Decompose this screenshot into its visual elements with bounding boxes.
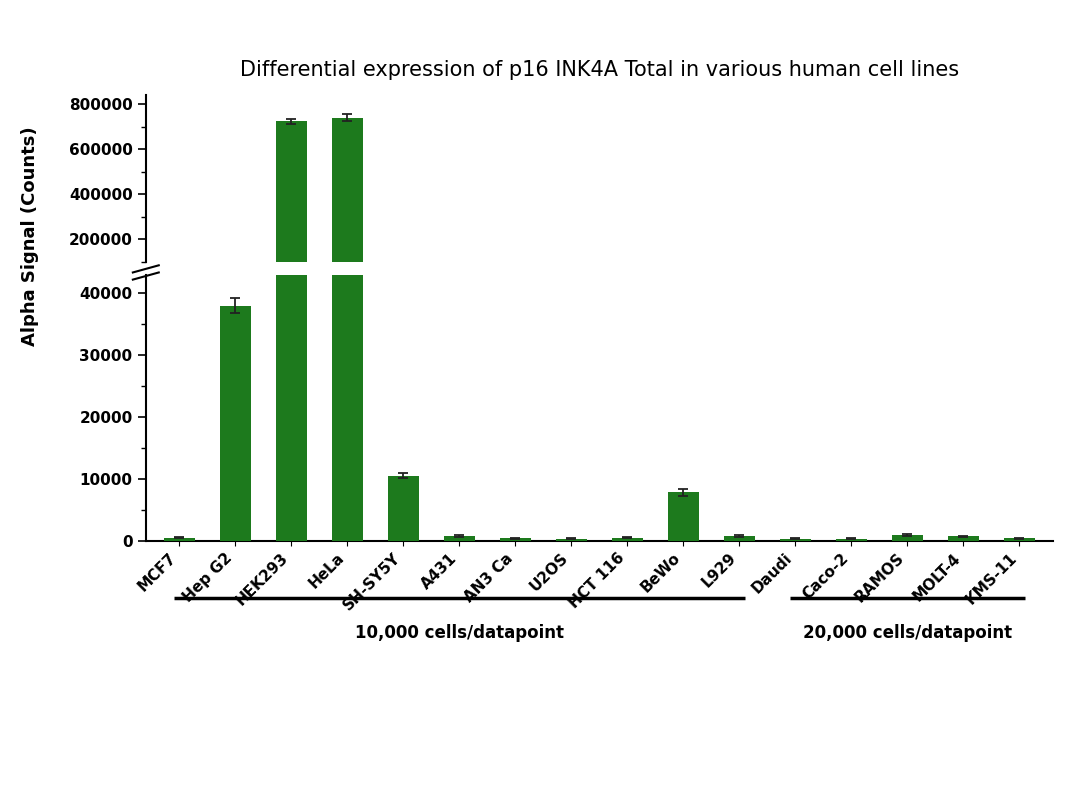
- Bar: [332, 118, 363, 284]
- Text: Differential expression of p16 INK4A Total in various human cell lines: Differential expression of p16 INK4A Tot…: [240, 60, 959, 80]
- Bar: [388, 281, 419, 284]
- Bar: [1004, 538, 1035, 541]
- Bar: [444, 537, 475, 541]
- Text: 10,000 cells/datapoint: 10,000 cells/datapoint: [355, 624, 564, 642]
- Bar: [388, 475, 419, 541]
- Bar: [948, 537, 978, 541]
- Bar: [276, 121, 307, 284]
- Bar: [276, 0, 307, 541]
- Bar: [220, 305, 251, 541]
- Bar: [669, 282, 699, 284]
- Bar: [332, 0, 363, 541]
- Bar: [724, 537, 755, 541]
- Bar: [164, 537, 194, 541]
- Bar: [220, 276, 251, 284]
- Text: Alpha Signal (Counts): Alpha Signal (Counts): [22, 126, 39, 346]
- Bar: [669, 492, 699, 541]
- Text: 20,000 cells/datapoint: 20,000 cells/datapoint: [802, 624, 1012, 642]
- Bar: [556, 539, 586, 541]
- Bar: [836, 539, 867, 541]
- Bar: [780, 539, 811, 541]
- Bar: [612, 537, 643, 541]
- Bar: [892, 535, 922, 541]
- Bar: [500, 538, 530, 541]
